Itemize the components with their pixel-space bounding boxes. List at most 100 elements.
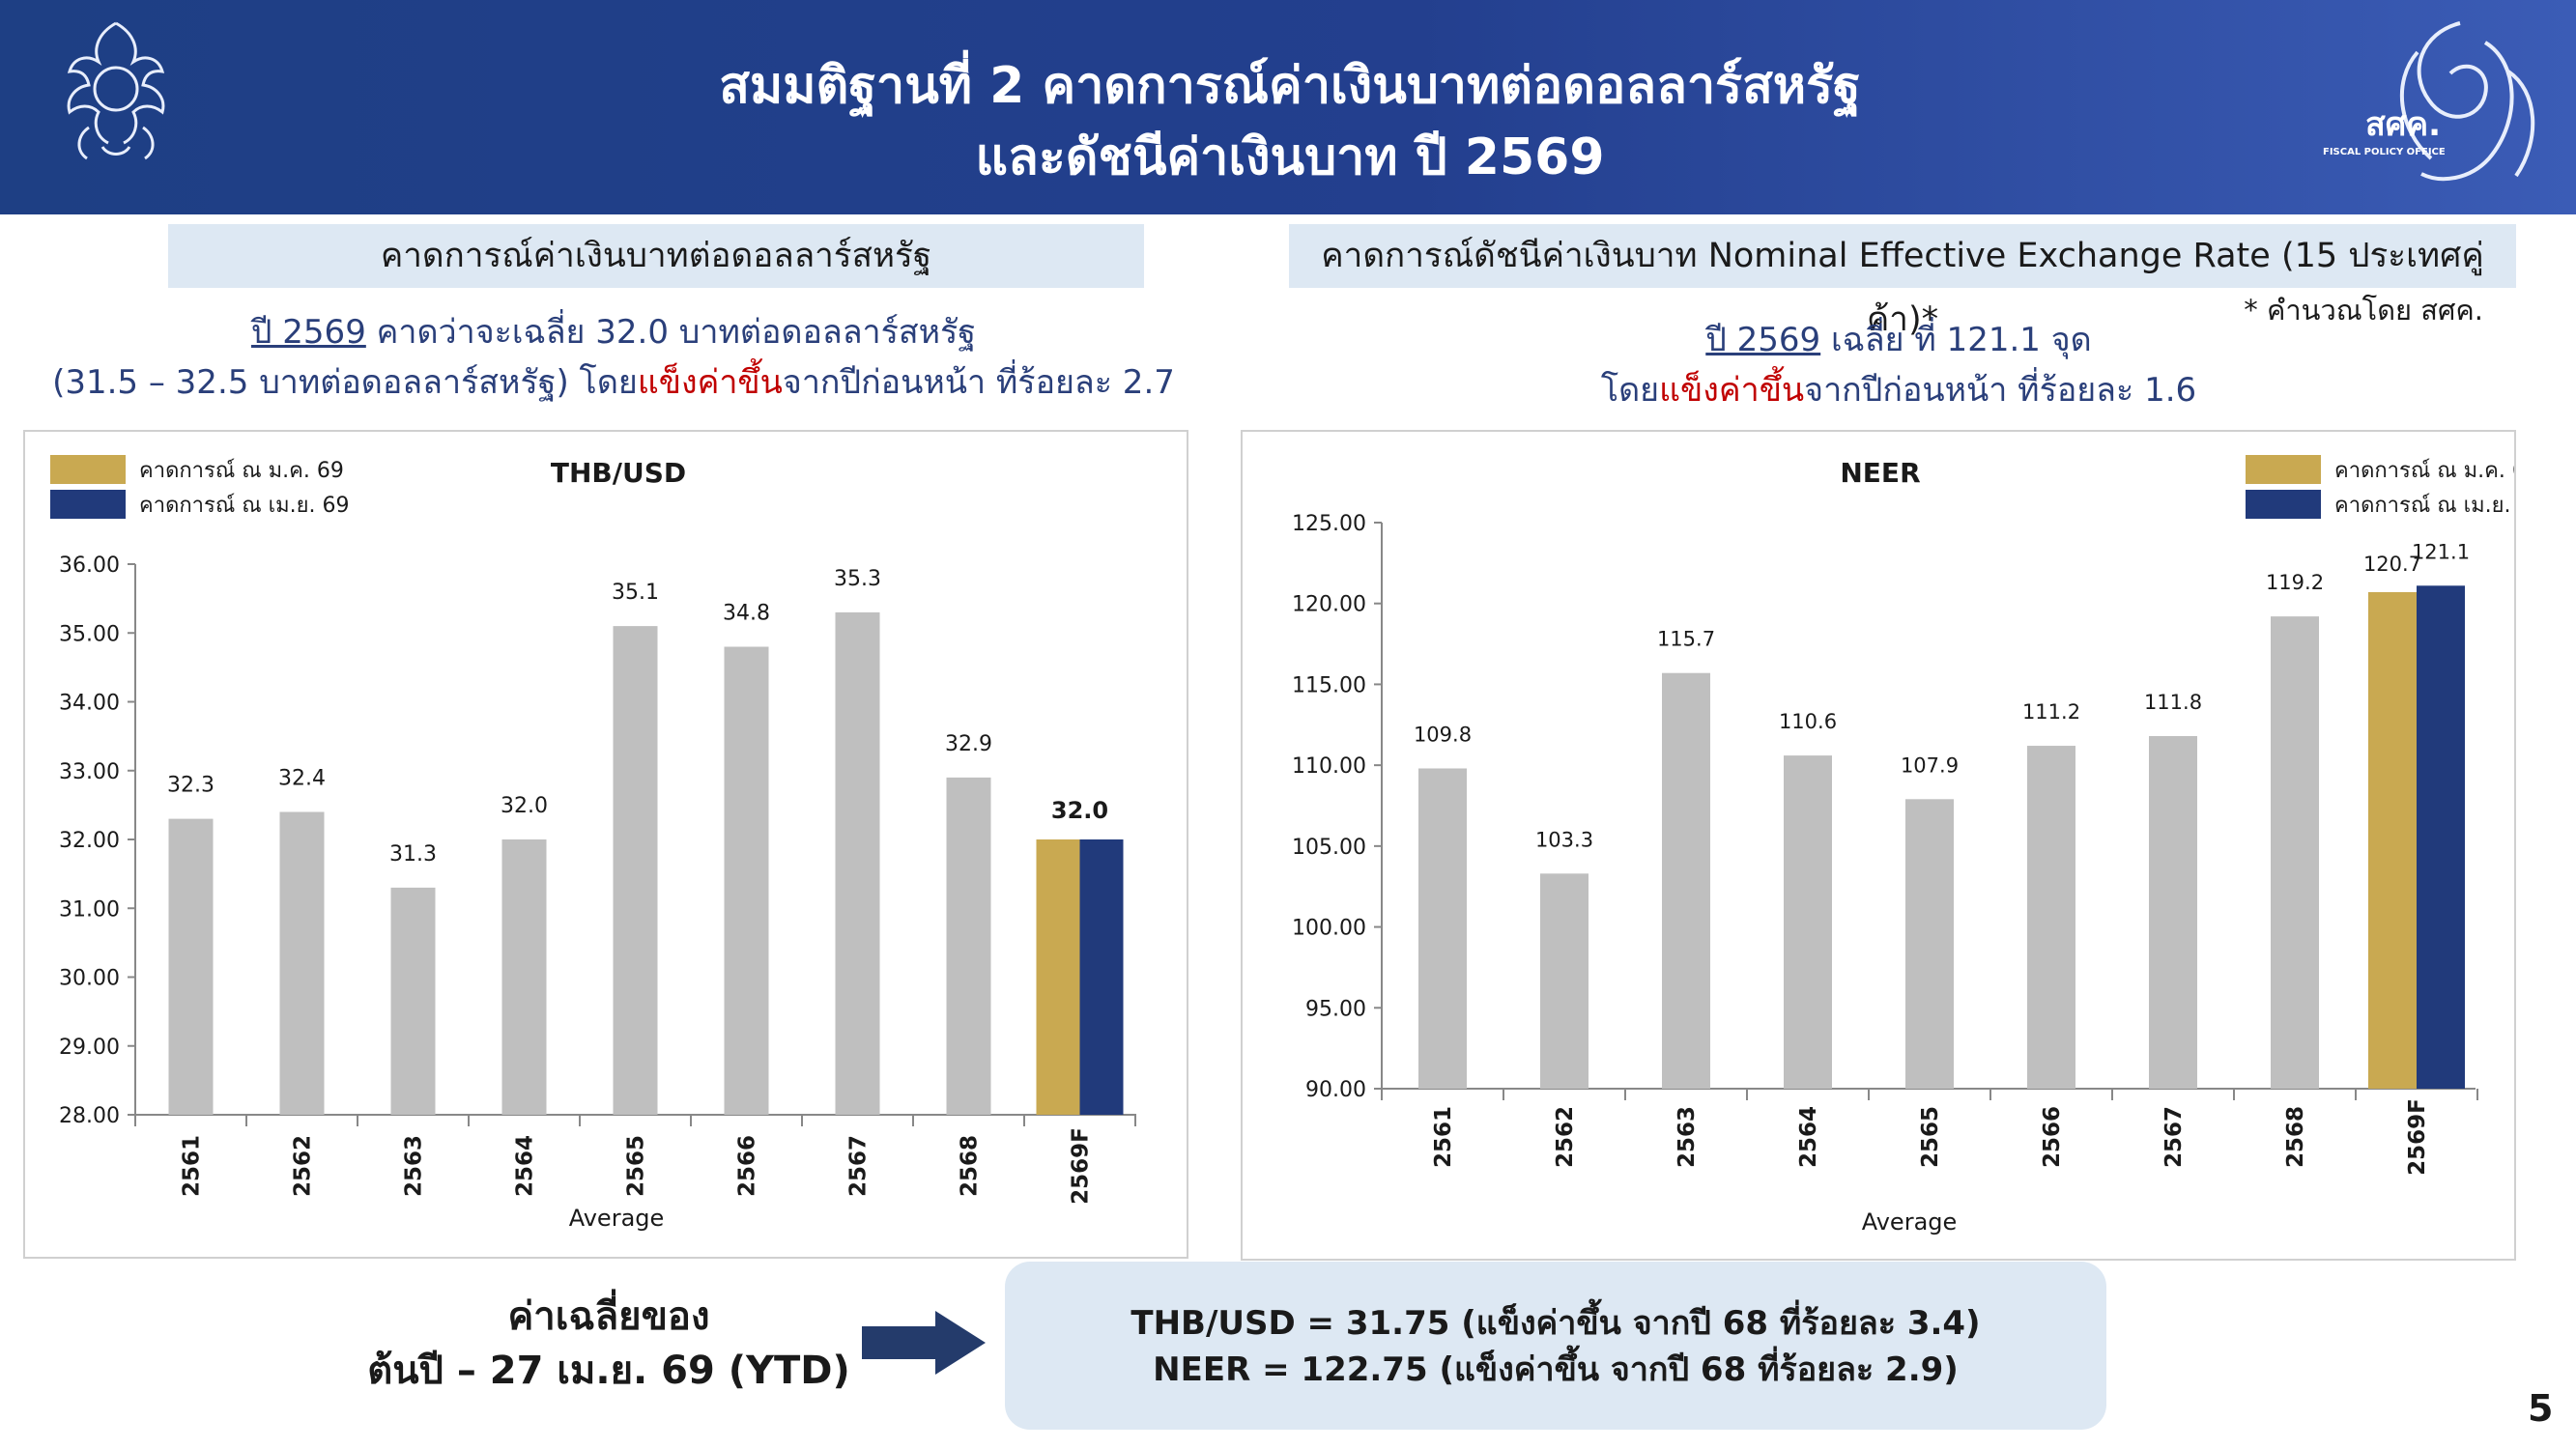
- bar-2567: [2149, 736, 2197, 1089]
- neer-chart: 90.00 95.00 100.00 105.00 110.00 115.00 120.00…: [1241, 430, 2516, 1261]
- left-panel-heading: คาดการณ์ค่าเงินบาทต่อดอลลาร์สหรัฐ: [168, 224, 1144, 288]
- data-label-2561: 109.8: [1414, 723, 1472, 746]
- legend-label-jan: คาดการณ์ ณ ม.ค. 69: [139, 459, 344, 483]
- legend-label-jan: คาดการณ์ ณ ม.ค. 69: [2334, 459, 2514, 483]
- ytd-caption-line-1: ค่าเฉลี่ยของ: [507, 1294, 710, 1339]
- bar-2561: [1418, 768, 1467, 1089]
- left-subtitle-range: (31.5 – 32.5 บาทต่อดอลลาร์สหรัฐ) โดย: [52, 363, 638, 402]
- slide-title-line-1: สมมติฐานที่ 2 คาดการณ์ค่าเงินบาทต่อดอลลา…: [719, 57, 1861, 115]
- y-tick-label: 110.00: [1292, 754, 1366, 779]
- category-label-2564: 2564: [513, 1135, 538, 1197]
- calculation-note: * คำนวณโดย สศค.: [2244, 294, 2483, 327]
- legend-label-apr: คาดการณ์ ณ เม.ย. 69: [2334, 494, 2514, 518]
- category-label-2563: 2563: [402, 1135, 427, 1197]
- y-tick-label: 28.00: [59, 1104, 120, 1128]
- ytd-caption: ค่าเฉลี่ยของ ต้นปี – 27 เม.ย. 69 (YTD): [329, 1290, 889, 1398]
- right-panel-subtitle-1: ปี 2569 เฉลี่ย ที่ 121.1 จุด: [1285, 315, 2512, 365]
- category-label-2565: 2565: [1918, 1106, 1943, 1168]
- data-label-2563: 115.7: [1657, 628, 1715, 651]
- forecast-bar-apr: [1079, 839, 1124, 1115]
- category-label-2565: 2565: [624, 1135, 649, 1197]
- neer-chart-svg: 90.00 95.00 100.00 105.00 110.00 115.00 120.00…: [1292, 455, 2514, 1236]
- y-tick-label: 125.00: [1292, 512, 1366, 536]
- fiscal-policy-office-logo: สศค. FISCAL POLICY OFFICE: [2315, 14, 2547, 197]
- right-panel-subtitle-2: โดยแข็งค่าขึ้นจากปีก่อนหน้า ที่ร้อยละ 1.…: [1285, 365, 2512, 415]
- y-tick-label: 115.00: [1292, 673, 1366, 697]
- left-subtitle-forecast-text: คาดว่าจะเฉลี่ย 32.0 บาทต่อดอลลาร์สหรัฐ: [365, 313, 977, 352]
- forecast-label-jan: 120.7: [2363, 553, 2421, 576]
- data-label-2566: 111.2: [2022, 700, 2080, 724]
- data-label-2565: 35.1: [612, 581, 659, 605]
- bar-2567: [835, 611, 880, 1115]
- category-label-2566: 2566: [2040, 1106, 2065, 1168]
- category-label-2569F: 2569F: [2405, 1098, 2430, 1176]
- thb-usd-chart-svg: 28.00 29.00 30.00 31.00 32.00 33.00 34.00 35.00…: [50, 455, 1136, 1232]
- bar-2563: [390, 887, 436, 1115]
- bar-2564: [501, 839, 547, 1115]
- ytd-neer-summary: NEER = 122.75 (แข็งค่าขึ้น จากปี 68 ที่ร…: [1153, 1350, 1959, 1389]
- category-label-2568: 2568: [2283, 1106, 2308, 1168]
- right-arrow-icon: [862, 1311, 987, 1375]
- category-label-2562: 2562: [291, 1135, 316, 1197]
- bar-2566: [724, 646, 769, 1115]
- forecast-bar-apr: [2417, 585, 2465, 1089]
- left-subtitle-change: จากปีก่อนหน้า ที่ร้อยละ 2.7: [782, 363, 1175, 402]
- legend-swatch-apr: [50, 490, 126, 519]
- data-label-2566: 34.8: [723, 602, 770, 626]
- left-panel-subtitle-2: (31.5 – 32.5 บาทต่อดอลลาร์สหรัฐ) โดยแข็ง…: [39, 357, 1188, 408]
- data-label-2563: 31.3: [389, 842, 437, 867]
- bar-2568: [946, 777, 991, 1115]
- bar-2563: [1662, 672, 1710, 1089]
- data-label-2565: 107.9: [1901, 753, 1959, 777]
- thb-usd-chart: 28.00 29.00 30.00 31.00 32.00 33.00 34.00 35.00…: [23, 430, 1188, 1259]
- right-subtitle-change: จากปีก่อนหน้า ที่ร้อยละ 1.6: [1804, 371, 2197, 410]
- data-label-2568: 119.2: [2266, 571, 2324, 594]
- y-tick-label: 31.00: [59, 897, 120, 922]
- data-label-2564: 110.6: [1779, 710, 1837, 733]
- data-label-2564: 32.0: [501, 794, 548, 818]
- bar-2566: [2027, 746, 2075, 1089]
- bar-2568: [2271, 616, 2319, 1089]
- forecast-label-apr: 121.1: [2412, 540, 2470, 563]
- data-label-2561: 32.3: [167, 774, 215, 798]
- chart-title: THB/USD: [551, 457, 686, 489]
- y-tick-label: 29.00: [59, 1036, 120, 1060]
- x-axis-label: Average: [569, 1205, 665, 1232]
- left-subtitle-year: ปี 2569: [250, 313, 366, 352]
- y-tick-label: 35.00: [59, 622, 120, 646]
- right-panel-heading: คาดการณ์ดัชนีค่าเงินบาท Nominal Effectiv…: [1289, 224, 2516, 339]
- category-label-2561: 2561: [180, 1135, 205, 1197]
- y-tick-label: 30.00: [59, 967, 120, 991]
- data-label-2567: 111.8: [2144, 691, 2202, 714]
- ytd-thb-usd-summary: THB/USD = 31.75 (แข็งค่าขึ้น จากปี 68 ที…: [1131, 1304, 1981, 1343]
- y-tick-label: 120.00: [1292, 593, 1366, 617]
- fiscal-policy-office-logo-text: สศค.: [2365, 105, 2441, 144]
- data-label-2562: 103.3: [1535, 828, 1593, 851]
- y-tick-label: 34.00: [59, 692, 120, 716]
- ministry-of-finance-logo: [19, 12, 213, 205]
- data-label-2568: 32.9: [945, 732, 992, 756]
- right-subtitle-appreciation: แข็งค่าขึ้น: [1659, 371, 1805, 410]
- y-tick-label: 33.00: [59, 760, 120, 784]
- category-label-2562: 2562: [1553, 1106, 1578, 1168]
- y-tick-label: 100.00: [1292, 917, 1366, 941]
- ytd-summary-box: THB/USD = 31.75 (แข็งค่าขึ้น จากปี 68 ที…: [1005, 1262, 2106, 1430]
- forecast-label: 32.0: [1051, 797, 1108, 824]
- x-axis-label: Average: [1862, 1208, 1958, 1236]
- fiscal-policy-office-logo-subtext: FISCAL POLICY OFFICE: [2323, 147, 2446, 157]
- category-label-2569F: 2569F: [1069, 1127, 1094, 1205]
- category-label-2567: 2567: [846, 1135, 872, 1197]
- page-number: 5: [2528, 1387, 2554, 1430]
- legend-swatch-apr: [2246, 490, 2321, 519]
- y-tick-label: 90.00: [1305, 1078, 1366, 1102]
- header-banner: สมมติฐานที่ 2 คาดการณ์ค่าเงินบาทต่อดอลลา…: [0, 0, 2576, 214]
- y-tick-label: 32.00: [59, 829, 120, 853]
- right-subtitle-prefix: โดย: [1600, 371, 1660, 410]
- ytd-caption-line-2: ต้นปี – 27 เม.ย. 69 (YTD): [367, 1349, 850, 1393]
- legend-label-apr: คาดการณ์ ณ เม.ย. 69: [139, 494, 350, 518]
- forecast-bar-jan: [1036, 839, 1080, 1115]
- category-label-2568: 2568: [958, 1135, 983, 1197]
- right-subtitle-forecast-text: เฉลี่ย ที่ 121.1 จุด: [1820, 321, 2092, 359]
- legend-swatch-jan: [50, 455, 126, 484]
- bar-2564: [1784, 755, 1832, 1089]
